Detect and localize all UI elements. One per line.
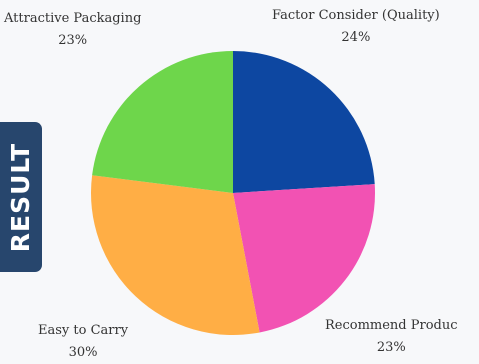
slice-label-attractive-packaging: Attractive Packaging 23% (4, 8, 141, 52)
slice-name-label: Factor Consider (Quality) (272, 8, 440, 23)
slice-value-label: 23% (58, 33, 88, 48)
slice-label-recommend-product: Recommend Produc 23% (325, 315, 458, 359)
pie-slice-recommend-product (233, 184, 376, 333)
result-side-badge: RESULT (0, 122, 42, 272)
pie-slices (91, 51, 376, 335)
slice-value-label: 23% (376, 340, 406, 355)
pie-slice-attractive-packaging (92, 51, 234, 193)
slice-name-label: Attractive Packaging (4, 11, 142, 26)
slice-label-factor-consider-quality: Factor Consider (Quality) 24% (272, 5, 440, 49)
pie-slice-factor-consider-quality (233, 51, 375, 193)
slice-name-label: Easy to Carry (38, 323, 129, 338)
slice-value-label: 24% (341, 30, 371, 45)
pie-slice-easy-to-carry (91, 175, 260, 335)
slice-value-label: 30% (68, 345, 98, 360)
slice-label-easy-to-carry: Easy to Carry 30% (38, 320, 128, 364)
slice-name-label: Recommend Produc (325, 318, 458, 333)
